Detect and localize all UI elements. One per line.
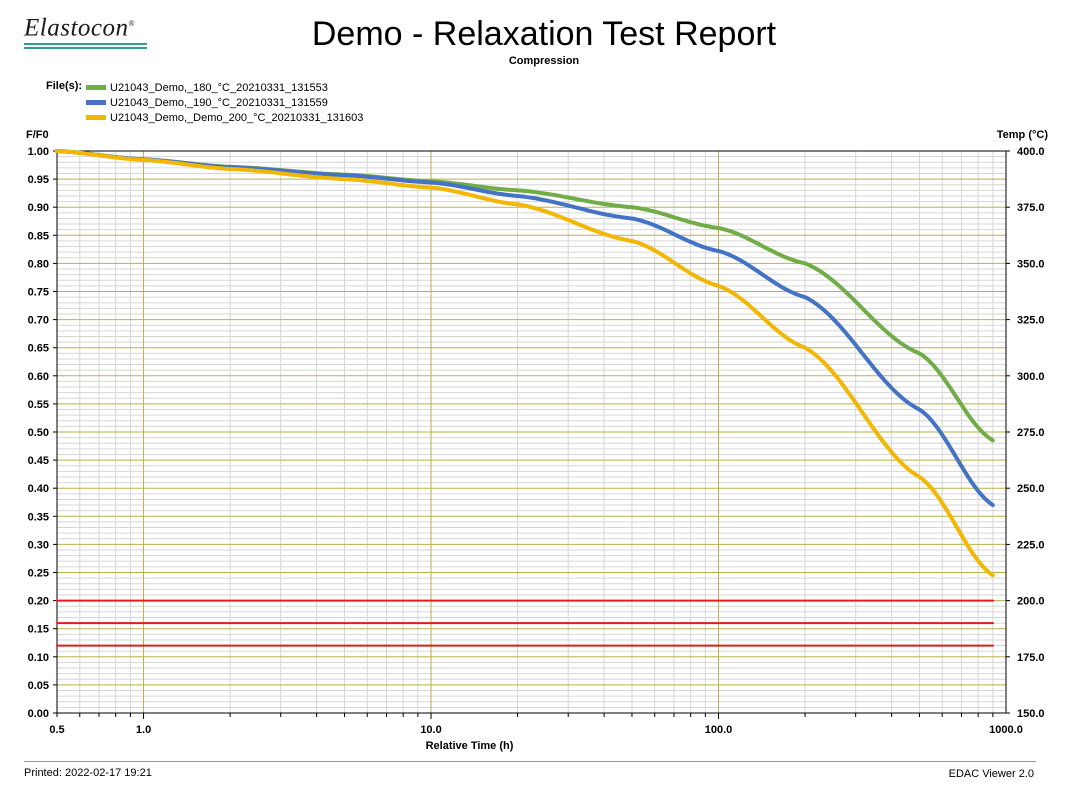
legend-item[interactable]: U21043_Demo,_190_°C_20210331_131559 <box>86 95 363 110</box>
y-tick-label: 0.70 <box>28 315 49 327</box>
y-tick-label: 0.85 <box>28 230 49 242</box>
y-tick-label: 0.80 <box>28 258 49 270</box>
legend-item-label: U21043_Demo,_Demo_200_°C_20210331_131603 <box>110 111 364 124</box>
x-tick-label: 1000.0 <box>989 724 1023 736</box>
y-tick-label: 0.45 <box>28 455 49 467</box>
y-tick-label: 0.95 <box>28 174 49 186</box>
logo-underline-2 <box>24 47 147 50</box>
y2-tick-label: 225.0 <box>1017 539 1045 551</box>
relaxation-series-line <box>55 149 995 578</box>
viewer-version: EDAC Viewer 2.0 <box>948 768 1034 780</box>
y-tick-label: 0.50 <box>28 427 49 439</box>
report-subtitle: Compression <box>508 55 580 67</box>
x-tick-label: 1.0 <box>136 724 151 736</box>
logo-text: Elastocon® <box>24 14 136 42</box>
y-tick-label: 0.00 <box>28 708 49 720</box>
legend-item-label: U21043_Demo,_190_°C_20210331_131559 <box>110 96 328 109</box>
y2-tick-label: 375.0 <box>1017 202 1045 214</box>
x-tick-label: 100.0 <box>705 724 733 736</box>
printed-timestamp: Printed: 2022-02-17 19:21 <box>24 767 152 779</box>
legend-item-label: U21043_Demo,_180_°C_20210331_131553 <box>110 81 328 94</box>
y-tick-label: 1.00 <box>28 146 49 158</box>
y-tick-label: 0.65 <box>28 343 49 355</box>
y2-tick-label: 350.0 <box>1017 258 1045 270</box>
x-tick-label: 10.0 <box>420 724 441 736</box>
legend-swatch <box>86 85 106 90</box>
y-axis-title: F/F0 <box>26 129 49 141</box>
y-tick-label: 0.10 <box>28 652 49 664</box>
y-tick-label: 0.75 <box>28 287 49 299</box>
y2-tick-label: 200.0 <box>1017 596 1045 608</box>
y-tick-label: 0.25 <box>28 568 49 580</box>
y-tick-label: 0.05 <box>28 680 49 692</box>
y2-tick-label: 250.0 <box>1017 483 1045 495</box>
y2-tick-label: 275.0 <box>1017 427 1045 439</box>
y2-axis-title: Temp (°C) <box>997 129 1049 141</box>
x-tick-label: 0.5 <box>49 724 64 736</box>
report-title: Demo - Relaxation Test Report <box>311 15 777 53</box>
y2-tick-label: 150.0 <box>1017 708 1045 720</box>
legend-item[interactable]: U21043_Demo,_Demo_200_°C_20210331_131603 <box>86 110 363 125</box>
y-tick-label: 0.40 <box>28 483 49 495</box>
x-axis-title: Relative Time (h) <box>426 740 514 752</box>
legend-label: File(s): <box>46 80 83 92</box>
elastocon-logo: Elastocon® <box>24 10 154 50</box>
y-tick-label: 0.55 <box>28 399 49 411</box>
legend-item[interactable]: U21043_Demo,_180_°C_20210331_131553 <box>86 80 363 95</box>
footer-divider <box>24 761 1036 762</box>
y-tick-label: 0.60 <box>28 371 49 383</box>
y-tick-label: 0.30 <box>28 539 49 551</box>
legend: U21043_Demo,_180_°C_20210331_131553 U210… <box>86 80 363 125</box>
y2-tick-label: 175.0 <box>1017 652 1045 664</box>
y2-tick-label: 300.0 <box>1017 371 1045 383</box>
y-tick-label: 0.90 <box>28 202 49 214</box>
y-tick-label: 0.15 <box>28 624 49 636</box>
y2-tick-label: 325.0 <box>1017 315 1045 327</box>
registered-mark: ® <box>128 19 136 28</box>
y-tick-label: 0.20 <box>28 596 49 608</box>
legend-swatch <box>86 115 106 120</box>
y2-tick-label: 400.0 <box>1017 146 1045 158</box>
y-tick-label: 0.35 <box>28 511 49 523</box>
legend-swatch <box>86 100 106 105</box>
logo-underline <box>24 43 147 46</box>
